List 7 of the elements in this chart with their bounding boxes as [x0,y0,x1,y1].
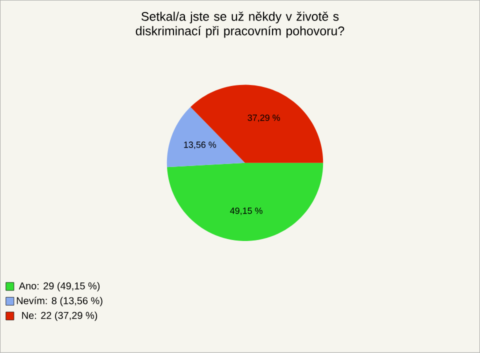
legend-label: Nevím: 8 (13,56 %) [16,296,102,306]
data-label: 49,15 % [230,208,262,216]
chart-title: Setkal/a jste se už někdy v životě s diskriminací při pracovním pohovoru? [136,12,344,38]
legend-label: Ano: 29 (49,15 %) [18,282,100,292]
legend-label: Ne: 22 (37,29 %) [22,312,98,322]
data-label: 13,56 % [184,142,216,150]
data-label: 37,29 % [248,114,280,122]
